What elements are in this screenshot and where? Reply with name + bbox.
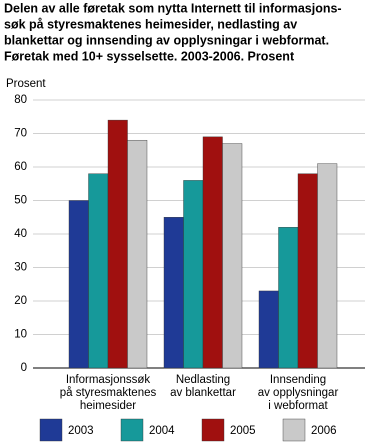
bar xyxy=(183,180,204,369)
x-tick-label: Innsending xyxy=(270,374,326,386)
bar xyxy=(297,173,318,369)
x-tick-label: i webformat xyxy=(268,400,328,412)
bar xyxy=(88,173,109,369)
legend-label: 2005 xyxy=(230,425,256,437)
y-tick-label: 20 xyxy=(14,295,27,307)
y-tick-label: 10 xyxy=(14,329,27,341)
bar xyxy=(222,143,243,369)
chart-title: blankettar og innsending av opplysningar… xyxy=(4,33,329,47)
bar xyxy=(163,217,184,369)
x-tick-label: Nedlasting xyxy=(176,374,230,386)
legend-label: 2003 xyxy=(68,425,94,437)
y-tick-label: 30 xyxy=(14,262,27,274)
legend-swatch xyxy=(282,418,306,442)
y-tick-label: 0 xyxy=(21,362,27,374)
bar xyxy=(258,290,279,369)
x-tick-label: Informasjonssøk xyxy=(66,374,151,386)
y-tick-label: 70 xyxy=(14,128,27,140)
bar xyxy=(278,227,299,369)
chart-title: Føretak med 10+ sysselsette. 2003-2006. … xyxy=(4,49,295,63)
x-tick-label: av opplysningar xyxy=(258,387,339,399)
legend-label: 2004 xyxy=(149,425,175,437)
bar xyxy=(127,139,148,369)
bar xyxy=(202,136,223,369)
chart-title: Delen av alle føretak som nytta Internet… xyxy=(4,1,342,15)
bar xyxy=(317,163,338,369)
legend-swatch xyxy=(39,418,63,442)
y-axis-label: Prosent xyxy=(6,78,46,90)
legend-label: 2006 xyxy=(311,425,337,437)
x-tick-label: på styresmaktenes xyxy=(60,387,157,399)
y-tick-label: 60 xyxy=(14,161,27,173)
x-tick-label: av blankettar xyxy=(170,387,236,399)
y-tick-label: 80 xyxy=(14,94,27,106)
bar xyxy=(68,200,89,369)
x-tick-label: heimesider xyxy=(80,400,136,412)
y-tick-label: 40 xyxy=(14,228,27,240)
legend-swatch xyxy=(201,418,225,442)
chart-title: søk på styresmaktenes heimesider, nedlas… xyxy=(4,17,297,31)
bar xyxy=(107,119,128,369)
legend-swatch xyxy=(120,418,144,442)
y-tick-label: 50 xyxy=(14,195,27,207)
